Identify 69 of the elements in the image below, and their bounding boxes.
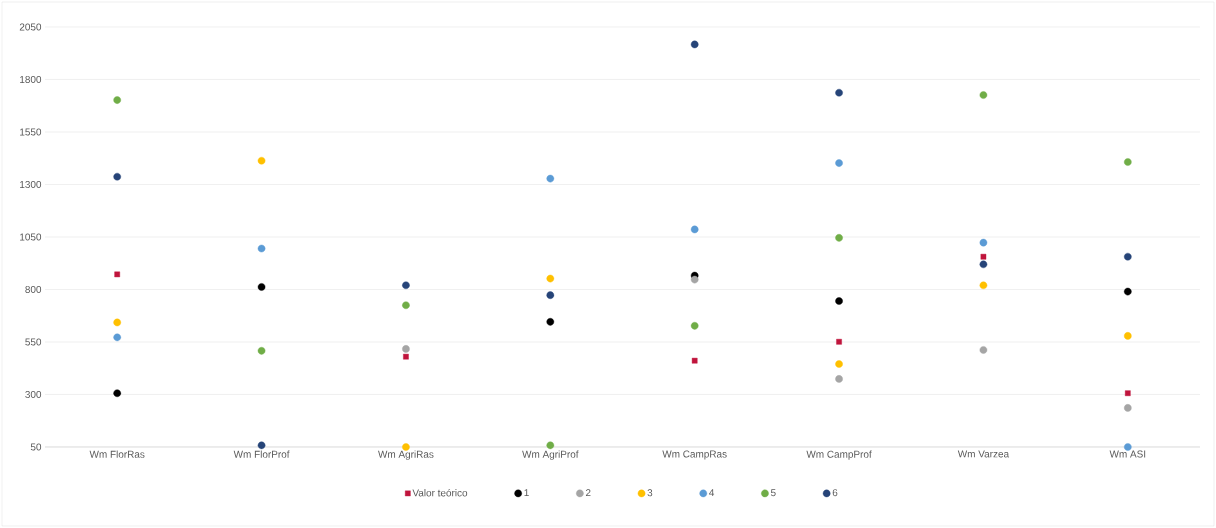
point (980, 253, 987, 260)
point (1124, 252, 1132, 261)
point (836, 338, 842, 345)
point (546, 274, 555, 283)
point (835, 375, 843, 383)
x-tick-label: Wm ASI (1109, 450, 1146, 458)
legend-label: 2 (585, 489, 591, 497)
point (257, 244, 266, 253)
point (113, 333, 121, 342)
point (546, 291, 555, 299)
point (690, 322, 699, 330)
point (113, 172, 121, 181)
point (1124, 287, 1132, 296)
legend-label: 5 (770, 489, 776, 497)
point (257, 347, 266, 355)
point (979, 91, 988, 99)
x-tick-label: Wm CampRas (662, 450, 727, 460)
point (403, 353, 409, 360)
y-tick-label: 1300 (20, 180, 42, 189)
point (1124, 332, 1132, 340)
point (1125, 390, 1131, 397)
x-tick-label: Wm CampProf (806, 450, 872, 460)
point (690, 40, 699, 49)
point (1124, 404, 1132, 412)
y-tick-label: 50 (30, 443, 42, 451)
point (546, 441, 555, 450)
legend-label: Valor teórico (412, 488, 468, 497)
point (402, 281, 410, 290)
point (835, 360, 843, 368)
point (690, 225, 699, 234)
y-tick-label: 1550 (20, 128, 42, 136)
point (835, 234, 843, 242)
point (546, 318, 555, 326)
point (402, 301, 410, 310)
point (257, 156, 266, 165)
y-tick-label: 1050 (20, 233, 42, 241)
point (690, 275, 699, 284)
legend-label: 1 (524, 489, 529, 497)
legend-label: 3 (647, 489, 653, 497)
legend-label: 4 (709, 489, 715, 497)
x-tick-label: Wm AgriProf (522, 450, 579, 460)
point (835, 88, 843, 97)
y-tick-label: 300 (25, 390, 42, 399)
point (979, 260, 988, 269)
point (402, 345, 410, 353)
point (113, 389, 121, 398)
point (979, 346, 988, 354)
y-tick-label: 2050 (19, 23, 42, 31)
point (835, 297, 843, 305)
point (979, 281, 988, 290)
legend-label: 6 (832, 489, 838, 497)
y-tick-label: 550 (25, 338, 42, 346)
point (1124, 443, 1132, 451)
point (113, 318, 121, 327)
point (835, 159, 843, 167)
y-tick-label: 1800 (20, 75, 42, 84)
point (691, 357, 698, 364)
x-tick-label: Wm FlorRas (89, 450, 145, 458)
point (114, 271, 120, 278)
point (257, 283, 266, 291)
y-tick-label: 800 (25, 285, 42, 294)
point (1124, 158, 1132, 166)
x-tick-label: Wm AgriRas (378, 450, 434, 460)
point (257, 441, 266, 450)
point (979, 238, 988, 247)
point (546, 174, 555, 183)
point (113, 96, 121, 104)
x-tick-label: Wm FlorProf (233, 450, 290, 458)
x-tick-label: Wm Varzea (957, 450, 1010, 458)
